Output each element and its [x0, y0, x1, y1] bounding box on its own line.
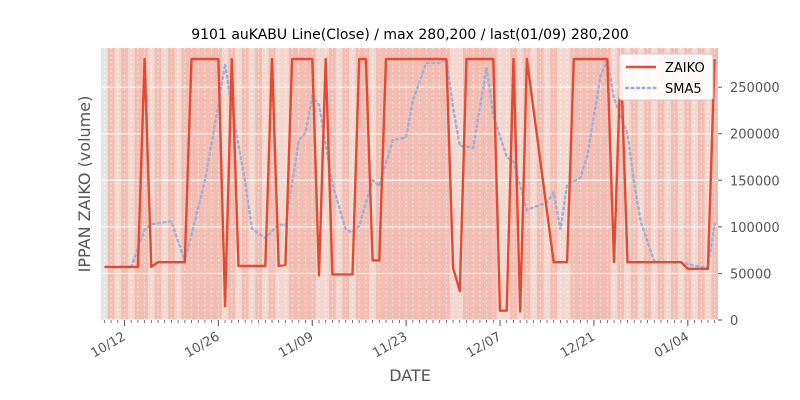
x-tick-label-2: 11/09: [276, 329, 316, 361]
legend: ZAIKO SMA5: [618, 53, 714, 101]
band-12: [288, 48, 316, 320]
x-axis-ticks: 10/12 10/26 11/09 11/23 12/07 12/21 01/04: [89, 320, 716, 361]
series-line-zaiko: [104, 57, 716, 313]
x-tick-label-3: 11/23: [370, 329, 410, 361]
x-tick-label-1: 10/26: [182, 329, 222, 361]
x-tick-label-5: 12/21: [558, 329, 598, 361]
x-tick-label-0: 10/12: [89, 329, 129, 361]
y-tick-label-3: 150000: [730, 174, 780, 189]
x-axis-label: DATE: [389, 366, 431, 385]
chart-title: 9101 auKABU Line(Close) / max 280,200 / …: [191, 27, 629, 43]
y-tick-label-4: 200000: [730, 128, 780, 143]
y-axis-ticks: 0 50000 100000 150000 200000 250000: [718, 81, 780, 329]
x-tick-label-4: 12/07: [464, 329, 504, 361]
band-23: [570, 48, 611, 320]
y-axis-label: IPPAN ZAIKO (volume): [75, 96, 94, 273]
y-tick-label-1: 50000: [730, 267, 771, 282]
y-tick-label-5: 250000: [730, 81, 780, 96]
series-lines: [104, 54, 716, 313]
x-tick-label-6: 01/04: [652, 329, 692, 361]
legend-label-sma5: SMA5: [665, 82, 702, 97]
y-tick-label-0: 0: [730, 314, 738, 329]
legend-label-zaiko: ZAIKO: [665, 61, 705, 76]
y-tick-label-2: 100000: [730, 221, 780, 236]
